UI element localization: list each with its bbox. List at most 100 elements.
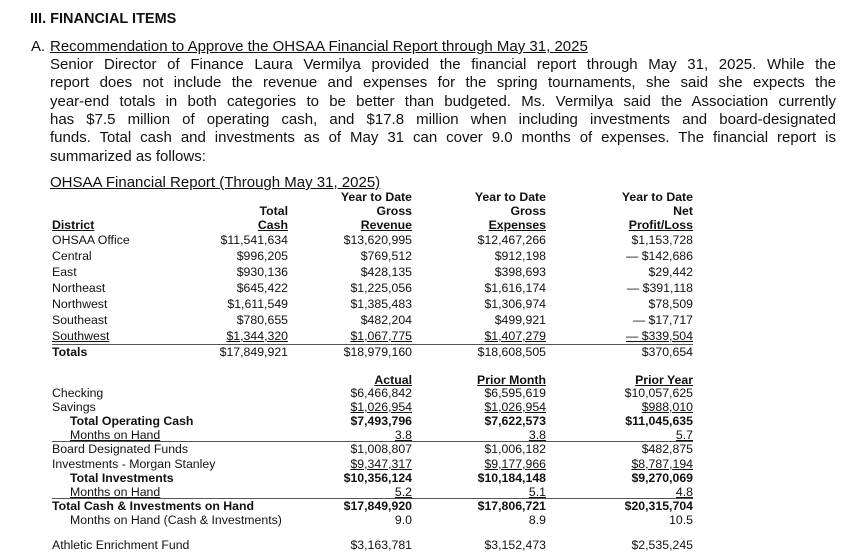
table-rule [52,441,693,442]
column-header: Net [673,204,693,218]
row-label: Months on Hand [70,428,161,442]
paragraph-line: year-end totals in both categories to be… [50,92,836,110]
table-cell: $1,344,320 [226,329,288,343]
column-header: Year to Date [340,190,412,204]
table-rule [52,498,693,499]
district-name: Northeast [52,281,106,295]
row-label: Months on Hand [70,485,161,499]
table-cell: $769,512 [360,249,412,263]
table-cell: 5.1 [528,485,546,499]
table-cell: $3,152,473 [484,538,546,552]
column-header: Prior Month [477,373,546,387]
table-cell: $1,407,279 [484,329,546,343]
table-cell: $912,198 [494,249,546,263]
column-header: Year to Date [621,190,693,204]
table-cell: $9,270,069 [631,471,693,485]
table-cell: $428,135 [360,265,412,279]
table-cell: $17,806,721 [477,499,546,513]
table-cell: $9,347,317 [350,457,412,471]
column-header: District [52,218,95,232]
table-cell: — $17,717 [632,313,693,327]
row-label: Total Operating Cash [70,414,194,428]
paragraph-line: Senior Director of Finance Laura Vermily… [50,56,836,73]
table-cell: $10,356,124 [343,471,412,485]
table-cell: $10,184,148 [477,471,546,485]
column-header: Gross [510,204,546,218]
row-label: Total Investments [70,471,174,485]
table-cell: $499,921 [494,313,546,327]
paragraph-line: has $7.5 million of operating cash, and … [50,111,836,128]
item-title: Recommendation to Approve the OHSAA Fina… [50,38,588,55]
item-letter: A. [31,38,46,55]
paragraph-line: funds. Total cash and investments as of … [50,129,836,146]
totals-cell: $370,654 [641,345,693,359]
table-cell: $17,849,920 [343,499,412,513]
table-cell: $1,611,549 [227,297,288,311]
row-label: Total Cash & Investments on Hand [52,499,255,513]
column-header: Actual [374,373,412,387]
column-header: Expenses [488,218,546,232]
table-cell: $482,875 [641,442,693,456]
column-header: Revenue [360,218,412,232]
district-name: Southwest [52,329,110,343]
table-cell: $7,622,573 [484,414,546,428]
table-cell: $2,535,245 [631,538,693,552]
table-cell: $20,315,704 [624,499,693,513]
row-label: Investments - Morgan Stanley [52,457,216,471]
district-name: Southeast [52,313,108,327]
table-cell: $1,616,174 [484,281,546,295]
table-cell: $12,467,266 [477,233,546,247]
column-header: Prior Year [635,373,693,387]
table-cell: $988,010 [641,400,693,414]
table-cell: $398,693 [494,265,546,279]
table-cell: 3.8 [394,428,412,442]
district-name: Northwest [52,297,108,311]
table-cell: $1,153,728 [631,233,693,247]
row-label: Board Designated Funds [52,442,189,456]
row-label: Savings [52,400,96,414]
totals-cell: $18,979,160 [343,345,412,359]
table-rule [52,344,693,345]
table-cell: 5.7 [675,428,693,442]
table-cell: — $339,504 [625,329,693,343]
table-cell: $9,177,966 [484,457,546,471]
table-cell: 9.0 [394,513,412,527]
table-cell: $1,026,954 [484,400,546,414]
table-cell: 3.8 [528,428,546,442]
table-cell: $996,205 [236,249,288,263]
table-cell: $1,225,056 [350,281,412,295]
column-header: Cash [257,218,288,232]
table-cell: $6,466,842 [350,386,412,400]
table-cell: $645,422 [236,281,288,295]
row-label: Athletic Enrichment Fund [52,538,190,552]
table-cell: $78,509 [648,297,693,311]
table-cell: $13,620,995 [343,233,412,247]
column-header: Total [259,204,288,218]
table-cell: $1,306,974 [484,297,546,311]
totals-cell: $17,849,921 [219,345,288,359]
table-cell: $29,442 [648,265,693,279]
table-cell: 5.2 [394,485,412,499]
table-cell: $11,045,635 [625,414,693,428]
paragraph-line: summarized as follows: [50,147,206,165]
table-cell: $1,385,483 [350,297,412,311]
table-cell: $780,655 [236,313,288,327]
district-name: East [52,265,77,279]
section-heading: III. FINANCIAL ITEMS [30,11,177,27]
report-title: OHSAA Financial Report (Through May 31, … [50,174,381,191]
district-name: OHSAA Office [52,233,130,247]
table-cell: $1,026,954 [350,400,412,414]
table-cell: $1,006,182 [484,442,546,456]
column-header: Gross [376,204,412,218]
paragraph-line: report does not include the revenue and … [50,74,836,91]
table-cell: $11,541,634 [220,233,288,247]
table-cell: $1,067,775 [350,329,412,343]
column-header: Year to Date [474,190,546,204]
table-cell: 4.8 [675,485,693,499]
table-cell: $7,493,796 [350,414,412,428]
table-cell: $930,136 [236,265,288,279]
table-cell: $1,008,807 [350,442,412,456]
table-cell: 8.9 [528,513,546,527]
totals-cell: $18,608,505 [477,345,546,359]
table-cell: 10.5 [669,513,693,527]
